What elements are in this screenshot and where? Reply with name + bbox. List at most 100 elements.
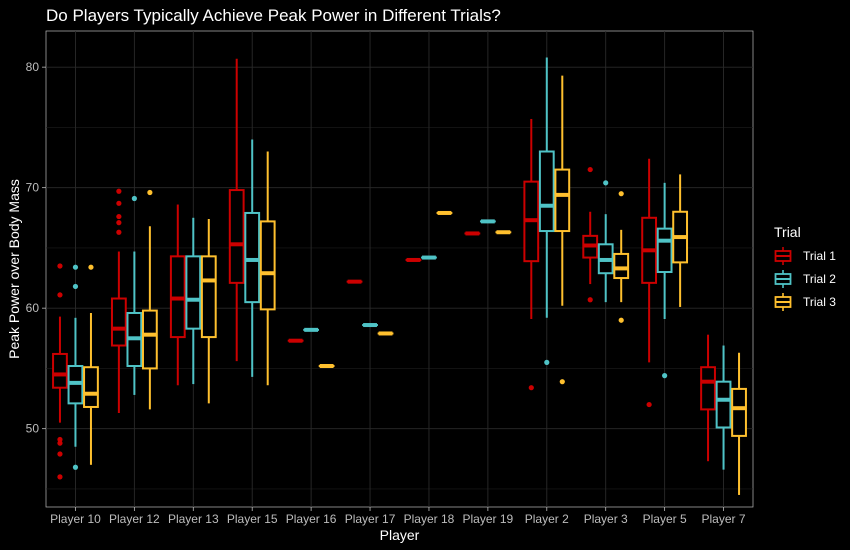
legend-item-trial-1: Trial 1 <box>774 247 836 265</box>
box-iqr <box>731 387 747 437</box>
y-tick-label: 60 <box>26 301 40 315</box>
outlier-point <box>662 373 668 379</box>
box-trial-1-player-3 <box>582 166 599 303</box>
outlier-point <box>57 436 63 443</box>
outlier-point <box>57 451 63 457</box>
box-trial-3-player-15 <box>259 151 276 386</box>
outlier-point <box>57 440 63 446</box>
y-tick-label: 50 <box>26 422 40 436</box>
x-axis-ticks: Player 10 Player 12 Player 13 Player 15 Play… <box>50 507 746 526</box>
x-tick-label: Player 5 <box>643 512 687 526</box>
outlier-point <box>116 220 122 226</box>
outlier-point <box>57 292 63 298</box>
box-iqr <box>715 380 732 429</box>
box-iqr <box>110 297 127 347</box>
outlier-point <box>72 464 79 470</box>
box-iqr <box>52 352 68 389</box>
grid-lines <box>46 31 753 507</box>
legend-item-trial-2: Trial 2 <box>774 270 836 288</box>
legend-label: Trial 1 <box>803 249 836 263</box>
box-iqr <box>538 150 555 233</box>
x-tick-label: Player 15 <box>227 512 278 526</box>
outlier-point <box>646 401 652 408</box>
box-trial-2-player-2 <box>538 57 555 365</box>
box-iqr <box>700 366 716 411</box>
box-trial-2-player-3 <box>597 180 614 303</box>
outlier-point <box>116 200 122 206</box>
box-trial-3-player-12 <box>141 189 158 410</box>
x-tick-label: Player 12 <box>109 512 160 526</box>
box-trial-1-player-10 <box>52 263 68 480</box>
y-tick-label: 80 <box>26 60 40 74</box>
legend-item-trial-3: Trial 3 <box>774 293 836 311</box>
box-iqr <box>259 220 276 311</box>
x-tick-label: Player 7 <box>702 512 746 526</box>
outlier-point <box>587 166 593 173</box>
x-tick-label: Player 18 <box>404 512 455 526</box>
outlier-point <box>57 474 63 480</box>
plot-panel <box>45 30 754 508</box>
x-tick-label: Player 2 <box>525 512 569 526</box>
box-iqr <box>613 252 630 280</box>
box-trial-3-player-5 <box>672 174 689 307</box>
box-trial-2-player-10 <box>67 264 84 470</box>
box-trial-1-player-5 <box>641 158 658 408</box>
box-iqr <box>200 255 217 339</box>
box-iqr <box>244 211 261 304</box>
box-trial-1-player-15 <box>228 58 245 362</box>
box-trial-2-player-5 <box>656 182 673 379</box>
x-tick-label: Player 10 <box>50 512 101 526</box>
box-iqr <box>554 168 571 233</box>
outlier-point <box>57 263 63 269</box>
x-tick-label: Player 3 <box>584 512 628 526</box>
outlier-point <box>618 317 624 323</box>
box-trial-1-player-12 <box>110 188 127 414</box>
outlier-point <box>116 213 122 220</box>
box-trial-3-player-10 <box>83 264 99 465</box>
outlier-point <box>544 359 550 365</box>
box-iqr <box>141 309 158 370</box>
y-axis-ticks: 50 60 70 80 <box>26 60 46 436</box>
box-trial-2-player-15 <box>244 139 261 377</box>
y-tick-label: 70 <box>26 181 40 195</box>
legend-title: Trial <box>774 224 801 240</box>
box-trial-2-player-7 <box>715 345 732 470</box>
box-iqr <box>83 366 99 408</box>
box-trial-3-player-13 <box>200 218 217 404</box>
outlier-point <box>131 195 137 202</box>
outlier-point <box>88 264 94 270</box>
box-trial-1-player-7 <box>700 334 716 462</box>
outlier-point <box>72 283 79 290</box>
outlier-point <box>116 229 122 235</box>
outlier-point <box>559 379 565 385</box>
box-iqr <box>656 227 673 274</box>
box-trial-2-player-12 <box>126 195 143 395</box>
outlier-point <box>116 188 122 194</box>
chart-title: Do Players Typically Achieve Peak Power … <box>46 6 501 25</box>
outlier-point <box>72 264 79 270</box>
box-trial-2-player-13 <box>185 217 202 385</box>
x-tick-label: Player 13 <box>168 512 219 526</box>
x-axis-title: Player <box>380 527 420 543</box>
box-trial-3-player-7 <box>731 352 747 495</box>
outlier-point <box>147 189 153 196</box>
box-iqr <box>228 189 245 284</box>
legend-label: Trial 3 <box>803 295 836 309</box>
legend: Trial Trial 1 Trial 2 Trial 3 <box>774 224 836 311</box>
outlier-point <box>618 191 624 197</box>
x-tick-label: Player 19 <box>463 512 514 526</box>
box-trial-3-player-2 <box>554 75 571 385</box>
box-trial-1-player-2 <box>523 118 540 391</box>
y-axis-title: Peak Power over Body Mass <box>6 179 22 359</box>
box-plots <box>52 57 747 495</box>
legend-label: Trial 2 <box>803 272 836 286</box>
x-tick-label: Player 17 <box>345 512 396 526</box>
outlier-point <box>528 385 534 391</box>
box-trial-3-player-3 <box>613 191 630 323</box>
box-trial-1-player-13 <box>169 204 186 386</box>
x-tick-label: Player 16 <box>286 512 337 526</box>
box-iqr <box>185 255 202 330</box>
outlier-point <box>603 180 609 186</box>
outlier-point <box>587 297 593 303</box>
